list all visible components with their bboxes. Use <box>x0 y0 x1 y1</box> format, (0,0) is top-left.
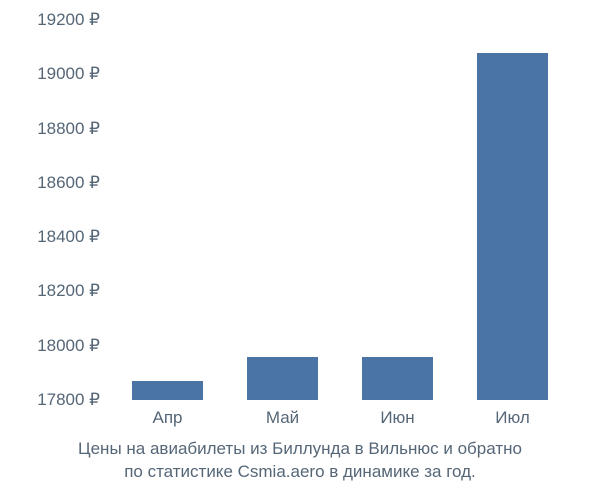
x-tick-label: Июл <box>495 408 530 428</box>
y-tick-label: 19200 ₽ <box>37 10 100 30</box>
bar <box>477 53 548 400</box>
caption-line1: Цены на авиабилеты из Биллунда в Вильнюс… <box>78 439 522 458</box>
y-tick-label: 18600 ₽ <box>37 173 100 193</box>
price-chart: 17800 ₽ 18000 ₽ 18200 ₽ 18400 ₽ 18600 ₽ 18800… <box>0 0 600 500</box>
plot-area <box>110 20 570 400</box>
caption-line2: по статистике Csmia.aero в динамике за г… <box>124 462 476 481</box>
y-tick-label: 18400 ₽ <box>37 227 100 247</box>
y-tick-label: 18800 ₽ <box>37 119 100 139</box>
x-tick-label: Май <box>266 408 299 428</box>
bar <box>362 357 433 400</box>
x-tick-label: Июн <box>380 408 414 428</box>
y-tick-label: 18200 ₽ <box>37 281 100 301</box>
y-tick-label: 19000 ₽ <box>37 64 100 84</box>
x-tick-label: Апр <box>153 408 183 428</box>
y-tick-label: 17800 ₽ <box>37 390 100 410</box>
bar <box>132 381 203 400</box>
chart-caption: Цены на авиабилеты из Биллунда в Вильнюс… <box>0 438 600 484</box>
y-tick-label: 18000 ₽ <box>37 336 100 356</box>
bar <box>247 357 318 400</box>
